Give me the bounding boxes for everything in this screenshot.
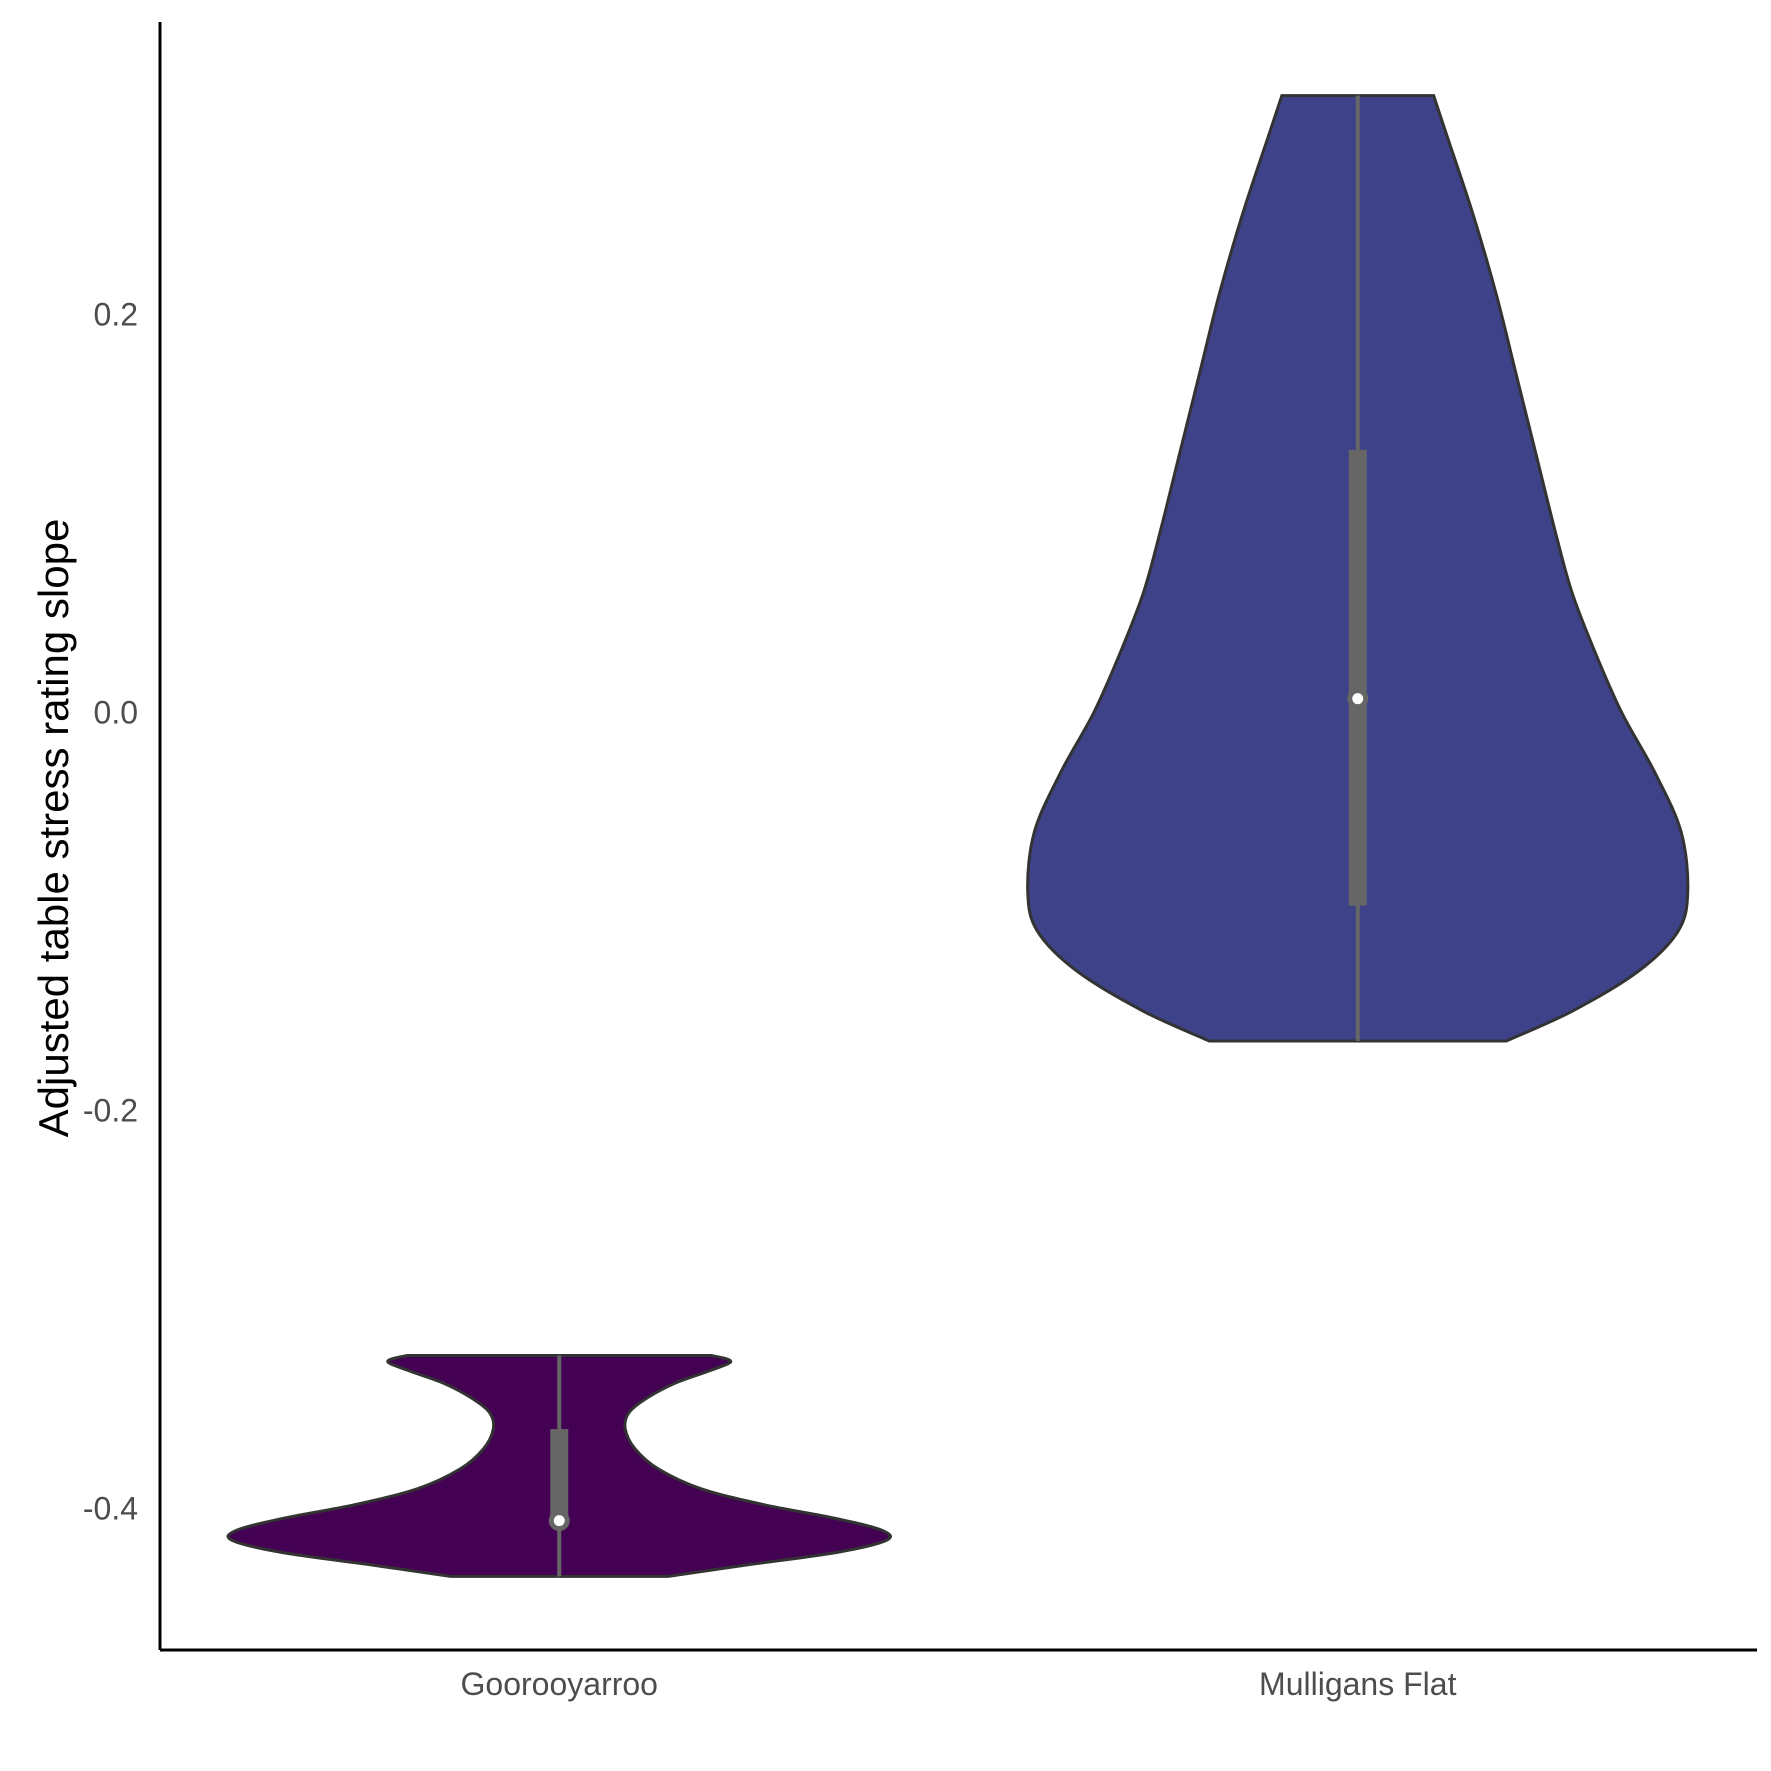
violin-group — [226, 1353, 892, 1578]
y-tick-label: -0.2 — [83, 1093, 138, 1129]
violin-iqr-box — [1348, 449, 1367, 906]
violin-median-point — [548, 1510, 570, 1532]
violin-iqr-box — [550, 1429, 569, 1525]
y-axis-title: Adjusted table stress rating slope — [30, 519, 77, 1138]
violin-group — [1026, 94, 1690, 1043]
y-tick-label: -0.4 — [83, 1491, 138, 1527]
y-tick-label: 0.2 — [94, 297, 138, 333]
violins — [226, 94, 1690, 1578]
y-axis-ticks: 0.2 0.0 -0.2 -0.4 — [83, 297, 138, 1527]
y-tick-label: 0.0 — [94, 695, 138, 731]
x-tick-label: Mulligans Flat — [1259, 1666, 1457, 1702]
x-axis-ticks: Goorooyarroo Mulligans Flat — [461, 1666, 1457, 1702]
x-tick-label: Goorooyarroo — [461, 1666, 658, 1702]
plot-area — [226, 94, 1690, 1578]
violin-median-point — [1347, 688, 1369, 710]
